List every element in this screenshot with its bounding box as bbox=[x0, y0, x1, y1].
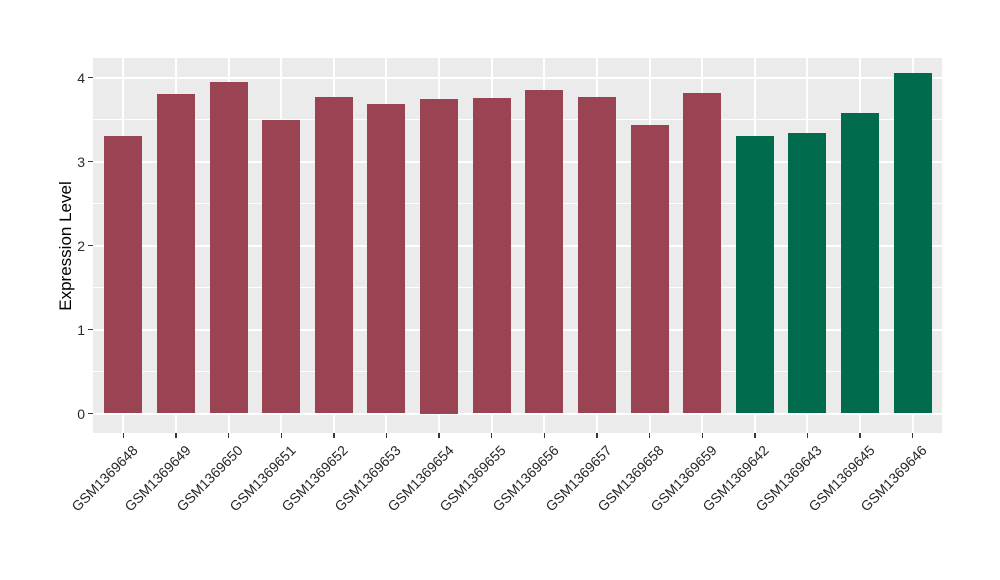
grid-major-h bbox=[93, 328, 942, 331]
x-tick-mark bbox=[227, 433, 230, 438]
bar bbox=[735, 136, 774, 414]
bar bbox=[472, 97, 511, 414]
x-tick-mark bbox=[175, 433, 177, 438]
bar bbox=[104, 136, 143, 414]
x-tick-mark bbox=[543, 433, 545, 438]
y-tick-mark bbox=[88, 412, 93, 415]
bar bbox=[841, 112, 880, 414]
y-tick-label: 2 bbox=[77, 237, 85, 254]
y-tick-label: 0 bbox=[77, 405, 85, 422]
y-tick-label: 1 bbox=[77, 321, 85, 338]
bar bbox=[893, 73, 932, 414]
bar bbox=[314, 96, 353, 414]
bar bbox=[262, 120, 301, 414]
y-tick-mark bbox=[88, 76, 93, 79]
bar bbox=[630, 125, 669, 414]
grid-minor-h bbox=[93, 371, 942, 372]
bar bbox=[525, 90, 564, 414]
grid-minor-h bbox=[93, 287, 942, 288]
grid-major-h bbox=[93, 244, 942, 247]
x-tick-mark bbox=[491, 433, 493, 438]
bar bbox=[420, 98, 459, 414]
bar bbox=[209, 81, 248, 414]
y-tick-mark bbox=[88, 244, 93, 247]
x-tick-mark bbox=[754, 433, 756, 438]
bar bbox=[577, 96, 616, 414]
x-tick-mark bbox=[806, 433, 809, 438]
x-tick-mark bbox=[333, 433, 335, 438]
bar bbox=[788, 132, 827, 414]
y-tick-mark bbox=[88, 160, 93, 163]
x-tick-mark bbox=[912, 433, 914, 438]
x-tick-mark bbox=[859, 433, 861, 438]
x-tick-mark bbox=[280, 433, 282, 438]
plot-panel bbox=[93, 58, 942, 433]
y-tick-mark bbox=[88, 328, 93, 331]
grid-major-h bbox=[93, 412, 942, 415]
x-tick-mark bbox=[701, 433, 703, 438]
x-tick-mark bbox=[438, 433, 440, 438]
bar bbox=[367, 104, 406, 414]
x-tick-mark bbox=[596, 433, 598, 438]
y-tick-label: 3 bbox=[77, 153, 85, 170]
y-tick-label: 4 bbox=[77, 69, 85, 86]
x-tick-mark bbox=[385, 433, 388, 438]
bar bbox=[156, 94, 195, 414]
grid-minor-h bbox=[93, 119, 942, 120]
grid-minor-h bbox=[93, 203, 942, 204]
x-tick-mark bbox=[648, 433, 651, 438]
x-tick-mark bbox=[122, 433, 124, 438]
bar bbox=[683, 93, 722, 414]
grid-major-h bbox=[93, 160, 942, 163]
grid-major-h bbox=[93, 76, 942, 79]
